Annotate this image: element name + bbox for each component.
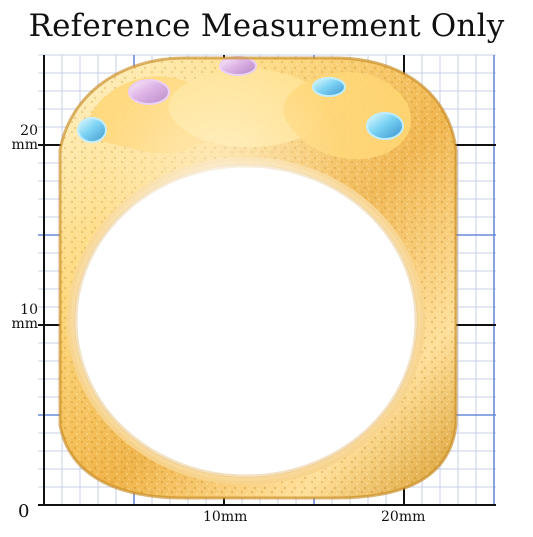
y-tick-10-unit: mm — [11, 316, 38, 332]
page-title: Reference Measurement Only — [28, 8, 505, 44]
y-tick-20: 20 mm — [6, 124, 38, 152]
x-tick-20mm: 20mm — [381, 509, 426, 525]
ring-shine — [60, 58, 456, 498]
x-tick-10mm: 10mm — [203, 509, 248, 525]
y-tick-10: 10 mm — [6, 303, 38, 331]
y-tick-20-unit: mm — [11, 137, 38, 153]
ring-outline — [58, 56, 458, 500]
y-tick-10-value: 10 — [20, 302, 38, 318]
ring-illustration — [58, 56, 458, 500]
y-tick-20-value: 20 — [20, 123, 38, 139]
x-origin-label: 0 — [18, 501, 30, 522]
